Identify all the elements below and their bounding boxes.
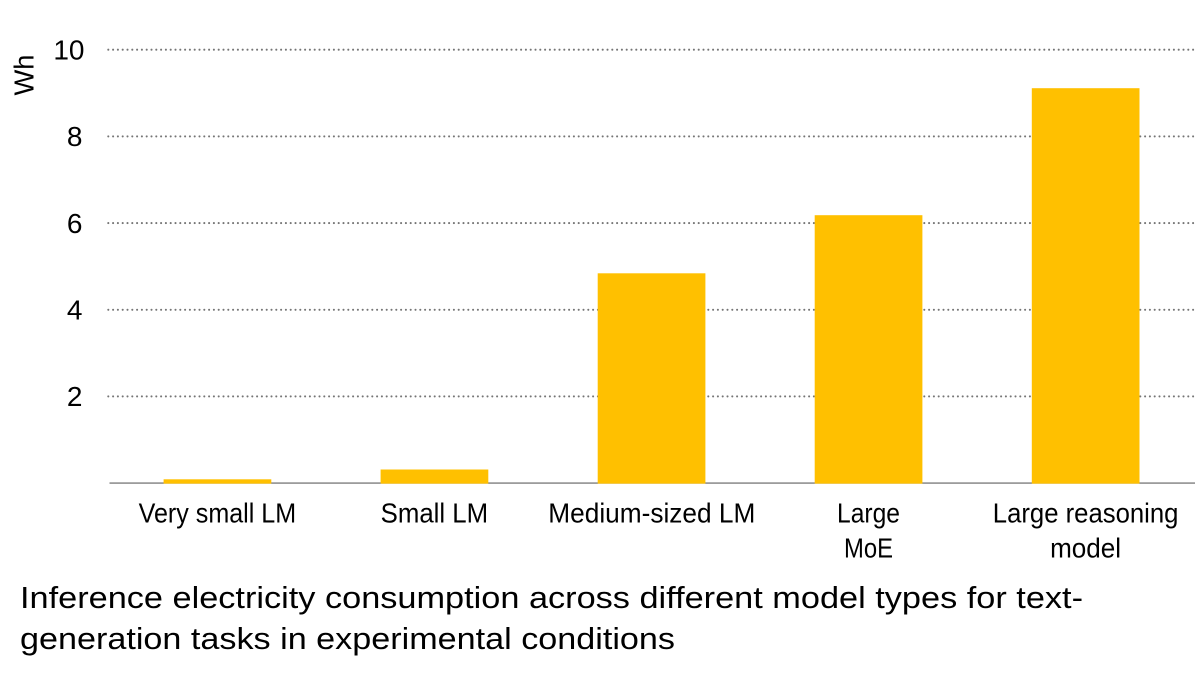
- svg-text:MoE: MoE: [844, 533, 893, 564]
- svg-text:10: 10: [53, 34, 84, 65]
- svg-text:generation tasks in experiment: generation tasks in experimental conditi…: [20, 621, 675, 656]
- svg-text:2: 2: [67, 381, 83, 412]
- svg-text:model: model: [1050, 533, 1121, 564]
- svg-text:6: 6: [67, 208, 83, 239]
- svg-text:Large reasoning: Large reasoning: [993, 497, 1179, 528]
- svg-text:Medium-sized LM: Medium-sized LM: [548, 497, 755, 528]
- svg-text:4: 4: [67, 295, 83, 326]
- svg-text:Small LM: Small LM: [381, 497, 489, 528]
- svg-text:Very small LM: Very small LM: [139, 497, 297, 528]
- svg-text:8: 8: [67, 121, 83, 152]
- svg-text:Large: Large: [837, 497, 900, 528]
- svg-text:Wh: Wh: [8, 55, 39, 96]
- svg-text:Inference electricity consumpt: Inference electricity consumption across…: [20, 580, 1083, 615]
